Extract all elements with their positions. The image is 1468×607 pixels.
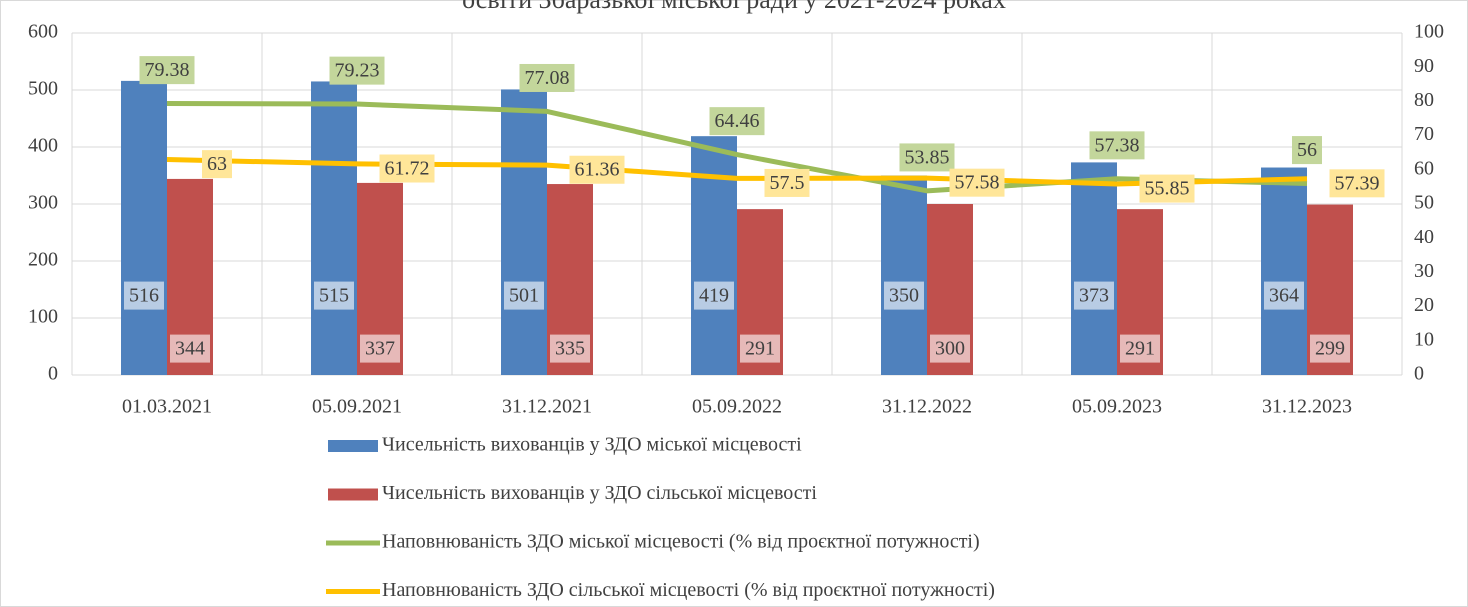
y2-tick-label: 0 — [1414, 363, 1424, 385]
legend-label: Чисельність вихованців у ЗДО сільської м… — [382, 482, 817, 504]
data-label-box — [1089, 131, 1145, 160]
data-label: 291 — [1125, 338, 1155, 360]
data-label: 501 — [509, 285, 539, 307]
data-label-box — [329, 56, 385, 85]
data-label-box — [202, 150, 232, 179]
data-label: 57.58 — [955, 172, 1000, 194]
x-tick-label: 05.09.2022 — [692, 396, 782, 418]
y2-tick-label: 20 — [1414, 294, 1434, 316]
y2-tick-label: 40 — [1414, 226, 1434, 248]
y-tick-label: 0 — [48, 363, 58, 385]
data-label-box — [519, 63, 575, 92]
bar — [311, 81, 357, 375]
data-label: 55.85 — [1145, 178, 1190, 200]
y2-tick-label: 50 — [1414, 192, 1434, 214]
legend-label: Наповнюваність ЗДО сільської місцевості … — [382, 579, 995, 601]
y-tick-label: 600 — [28, 21, 58, 43]
y2-tick-label: 30 — [1414, 260, 1434, 282]
data-label: 335 — [555, 338, 585, 360]
data-label: 350 — [889, 285, 919, 307]
x-tick-label: 31.12.2022 — [882, 396, 972, 418]
data-label: 57.38 — [1095, 134, 1140, 156]
bar — [1261, 167, 1307, 375]
legend-marker — [328, 440, 378, 452]
y2-tick-label: 90 — [1414, 55, 1434, 77]
data-label-box — [504, 281, 544, 310]
y-tick-label: 200 — [28, 249, 58, 271]
data-label-box — [764, 168, 810, 197]
legend-marker — [328, 488, 378, 501]
data-label-box — [740, 334, 780, 363]
line-series — [166, 157, 1308, 187]
legend-label: Чисельність вихованців у ЗДО міської міс… — [382, 434, 802, 456]
chart-title: освіти Збаразької міської ради у 2021-20… — [462, 0, 1006, 14]
data-label: 53.85 — [905, 146, 950, 168]
data-label-box — [170, 334, 210, 363]
data-label: 56 — [1297, 139, 1317, 161]
data-label-box — [899, 143, 955, 172]
x-tick-label: 31.12.2021 — [502, 396, 592, 418]
bar — [1071, 162, 1117, 375]
legend-label: Наповнюваність ЗДО міської місцевості (%… — [382, 531, 980, 553]
data-label: 79.38 — [145, 59, 190, 81]
data-label-box — [360, 334, 400, 363]
y-tick-label: 500 — [28, 78, 58, 100]
data-label: 364 — [1269, 285, 1299, 307]
data-label-box — [1139, 174, 1195, 203]
data-label: 77.08 — [525, 67, 570, 89]
data-label-box — [709, 107, 765, 136]
data-label-box — [1264, 281, 1304, 310]
data-label-box — [1329, 169, 1385, 198]
y2-tick-label: 10 — [1414, 328, 1434, 350]
data-label: 299 — [1315, 338, 1345, 360]
x-tick-label: 05.09.2023 — [1072, 396, 1162, 418]
data-label-box — [930, 334, 970, 363]
data-label-box — [1310, 334, 1350, 363]
data-label: 337 — [365, 338, 395, 360]
y-tick-label: 100 — [28, 306, 58, 328]
data-label: 61.72 — [385, 158, 430, 180]
data-label-box — [550, 334, 590, 363]
data-label: 291 — [745, 338, 775, 360]
data-label-box — [1292, 136, 1322, 165]
data-label: 516 — [129, 285, 159, 307]
x-tick-label: 31.12.2023 — [1262, 396, 1352, 418]
data-label: 61.36 — [575, 159, 620, 181]
y2-tick-label: 70 — [1414, 123, 1434, 145]
data-label: 79.23 — [335, 60, 380, 82]
bar — [121, 80, 167, 375]
data-label: 419 — [699, 285, 729, 307]
data-label-box — [694, 281, 734, 310]
data-label-box — [124, 281, 164, 310]
y-tick-label: 300 — [28, 192, 58, 214]
data-label: 57.5 — [770, 172, 805, 194]
data-label: 57.39 — [1335, 172, 1380, 194]
bar — [501, 89, 547, 376]
y2-tick-label: 60 — [1414, 157, 1434, 179]
data-label-box — [1074, 281, 1114, 310]
x-tick-label: 05.09.2021 — [312, 396, 402, 418]
data-label-box — [314, 281, 354, 310]
data-label-box — [949, 168, 1005, 197]
data-label-box — [569, 155, 625, 184]
data-label: 344 — [175, 338, 205, 360]
data-label-box — [1120, 334, 1160, 363]
data-label: 64.46 — [715, 110, 760, 132]
y-tick-label: 400 — [28, 135, 58, 157]
line-series — [166, 101, 1308, 194]
bar — [881, 175, 927, 375]
y2-tick-label: 100 — [1414, 21, 1444, 43]
data-label-box — [139, 56, 195, 85]
y2-tick-label: 80 — [1414, 89, 1434, 111]
x-tick-label: 01.03.2021 — [122, 396, 212, 418]
data-label: 373 — [1079, 285, 1109, 307]
data-label: 300 — [935, 338, 965, 360]
data-label-box — [884, 281, 924, 310]
data-label: 63 — [207, 153, 227, 175]
data-label-box — [379, 154, 435, 183]
data-label: 515 — [319, 285, 349, 307]
bar — [691, 136, 737, 375]
